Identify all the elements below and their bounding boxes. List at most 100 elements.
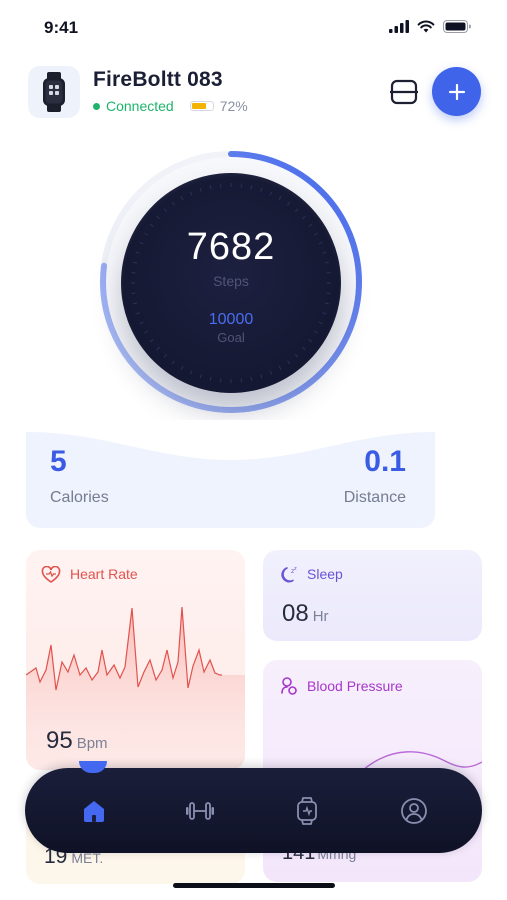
connection-status-row: Connected 72% (93, 98, 248, 114)
dial-tick (133, 302, 138, 305)
nav-watch[interactable] (290, 794, 324, 828)
dial-tick (149, 339, 154, 343)
dial-tick (287, 360, 291, 365)
blood-pressure-icon (281, 677, 297, 695)
summary-card (26, 420, 435, 528)
card-wave-decoration (26, 420, 435, 460)
nav-home[interactable] (77, 794, 111, 828)
dial-tick (324, 302, 329, 305)
distance-label: Distance (343, 489, 406, 506)
steps-label: Steps (213, 273, 249, 289)
dial-tick (294, 354, 299, 358)
dial-tick (163, 208, 168, 212)
dial-tick (209, 376, 212, 381)
goal-label: Goal (217, 330, 245, 345)
dial-tick (139, 321, 144, 325)
steps-dial (121, 173, 341, 393)
dial-ticks (131, 183, 331, 383)
activity-unit: MET. (71, 850, 104, 866)
connected-dot-icon (93, 102, 100, 110)
steps-count: 7682 (186, 226, 276, 268)
battery-percent: 72% (219, 98, 248, 114)
dial-tick (269, 191, 273, 196)
status-battery-icon (443, 20, 471, 33)
add-device-button[interactable] (432, 67, 481, 116)
dial-tick (260, 187, 263, 192)
dial-tick (144, 330, 149, 334)
dial-tick (163, 354, 168, 358)
dial-tick (313, 330, 318, 334)
battery-icon (189, 101, 214, 111)
heart-rate-card[interactable] (26, 550, 245, 770)
dial-tick (313, 232, 318, 236)
dial-tick (156, 346, 160, 351)
dial-tick (171, 201, 175, 206)
sleep-reading: 08 Hr (282, 600, 329, 628)
sleep-card[interactable] (263, 550, 482, 641)
dial-tick (322, 251, 327, 254)
watch-icon (297, 797, 317, 825)
steps-progress-arc (100, 151, 362, 413)
dial-tick (209, 185, 212, 190)
svg-text:z: z (294, 566, 297, 572)
dial-tick (171, 360, 175, 365)
dial-tick (260, 374, 263, 379)
blood-pressure-curve (362, 751, 482, 771)
status-time: 9:41 (44, 18, 79, 37)
heart-rate-value: 95 (46, 727, 73, 754)
dial-tick (199, 187, 202, 192)
dial-tick (180, 365, 184, 370)
dial-tick (294, 208, 299, 212)
dial-tick (189, 191, 193, 196)
calories-label: Calories (50, 489, 109, 506)
sleep-unit: Hr (312, 608, 329, 625)
smartwatch-icon (43, 72, 65, 112)
home-icon (84, 801, 104, 822)
dial-tick (287, 201, 291, 206)
calories-value: 5 (50, 445, 67, 478)
heart-rate-title: Heart Rate (70, 566, 138, 582)
dial-tick (269, 370, 273, 375)
signal-icon (389, 20, 409, 33)
dial-tick (135, 312, 140, 315)
dial-tick (250, 185, 253, 190)
nav-active-indicator (79, 761, 107, 773)
status-icons (389, 20, 471, 33)
dial-tick (308, 223, 313, 227)
heart-rate-graph (26, 606, 245, 770)
dial-tick (156, 215, 160, 220)
plus-icon (448, 83, 465, 100)
svg-text:z: z (291, 568, 294, 575)
dial-tick (250, 376, 253, 381)
device-thumbnail[interactable] (28, 66, 80, 118)
dumbbell-icon (186, 802, 214, 820)
dial-tick (144, 232, 149, 236)
scan-icon (390, 79, 418, 105)
dial-tick (318, 321, 323, 325)
goal-value: 10000 (208, 311, 254, 328)
dial-tick (302, 346, 306, 351)
moon-icon: z z (281, 566, 297, 583)
heart-icon (41, 566, 61, 583)
dial-tick (278, 196, 282, 201)
nav-workout[interactable] (183, 794, 217, 828)
dial-tick (189, 370, 193, 375)
wifi-icon (417, 20, 435, 33)
dial-tick (308, 339, 313, 343)
heart-rate-unit: Bpm (76, 735, 108, 752)
dial-tick (324, 261, 329, 264)
nav-profile[interactable] (397, 794, 431, 828)
dial-tick (302, 215, 306, 220)
sleep-title: Sleep (307, 566, 343, 582)
blood-pressure-title: Blood Pressure (307, 678, 403, 694)
switch-device-button[interactable] (387, 75, 421, 109)
heart-rate-reading: 95 Bpm (46, 727, 108, 755)
dial-tick (180, 196, 184, 201)
dial-tick (322, 312, 327, 315)
dial-tick (133, 261, 138, 264)
profile-icon (401, 798, 427, 824)
home-indicator (173, 883, 335, 888)
dial-tick (139, 241, 144, 245)
dial-tick (149, 223, 154, 227)
dial-tick (318, 241, 323, 245)
